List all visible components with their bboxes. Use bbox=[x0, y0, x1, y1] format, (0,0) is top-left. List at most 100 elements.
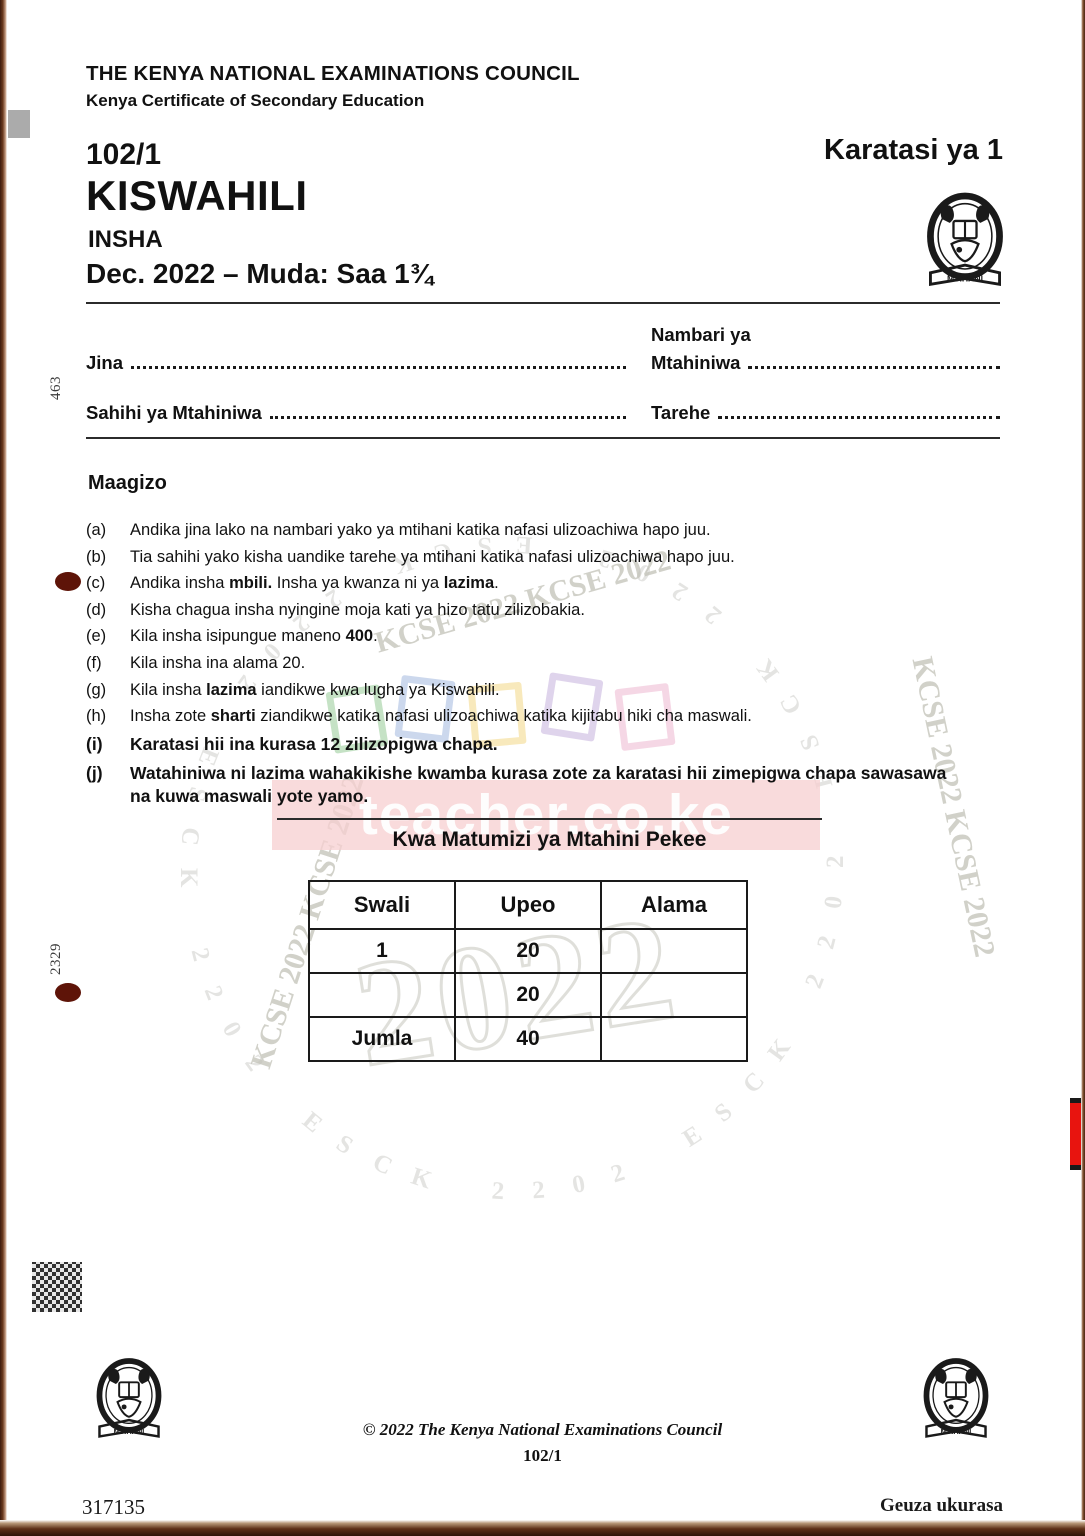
footer-turn-over: Geuza ukurasa bbox=[880, 1495, 1003, 1516]
instruction-text: Kila insha lazima iandikwe kwa lugha ya … bbox=[130, 680, 500, 699]
marks-table-row: 1 20 bbox=[308, 928, 748, 974]
watermark-ring-char: E bbox=[297, 1106, 328, 1139]
instruction-key: (f) bbox=[86, 654, 102, 673]
instruction-key: (d) bbox=[86, 600, 107, 619]
marks-table-header-cell: Alama bbox=[600, 880, 748, 930]
watermark-ring-char: E bbox=[678, 1120, 707, 1153]
watermark-ring-char: 0 bbox=[570, 1170, 588, 1200]
watermark-ring-char: 2 bbox=[239, 1050, 269, 1077]
instruction-text: Kisha chagua insha nyingine moja kati ya… bbox=[130, 600, 585, 619]
marks-table-cell: 40 bbox=[454, 1016, 602, 1062]
watermark-ring-char: C bbox=[737, 1067, 771, 1099]
marks-table-divider bbox=[277, 818, 822, 820]
instruction-key: (g) bbox=[86, 680, 107, 699]
marks-table-title: Kwa Matumizi ya Mtahini Pekee bbox=[392, 828, 707, 851]
paper-type-label: INSHA bbox=[88, 226, 163, 253]
paper-code: 102/1 bbox=[86, 138, 162, 171]
watermark-ring-char: K bbox=[762, 1034, 797, 1067]
paper-number-label: Karatasi ya 1 bbox=[824, 134, 1003, 166]
watermark-ring-char: C bbox=[368, 1148, 397, 1181]
instruction-key: (i) bbox=[86, 733, 103, 754]
watermark-ring-char: 2 bbox=[607, 1158, 629, 1189]
nambari-label-line2: Mtahiniwa bbox=[651, 352, 741, 373]
marks-table-body: 1 20 20 Jumla 40 bbox=[308, 928, 748, 1062]
marks-entry-cell[interactable] bbox=[600, 1016, 748, 1062]
red-page-tab bbox=[1070, 1098, 1081, 1170]
gray-registration-mark bbox=[8, 110, 30, 138]
sahihi-label: Sahihi ya Mtahiniwa bbox=[86, 402, 262, 423]
instruction-item: (h) Insha zote sharti ziandikwe katika na… bbox=[86, 706, 966, 727]
marks-table-row: Jumla 40 bbox=[308, 1016, 748, 1062]
knec-crest-icon-footer-left: MTIHANI bbox=[96, 1358, 162, 1438]
marks-entry-cell[interactable] bbox=[600, 928, 748, 974]
nambari-field[interactable]: Mtahiniwa bbox=[651, 352, 1000, 374]
instruction-key: (e) bbox=[86, 627, 107, 646]
margin-number-top: 463 bbox=[48, 376, 64, 400]
instruction-text: Kila insha ina alama 20. bbox=[130, 654, 306, 673]
marks-table-cell bbox=[308, 972, 456, 1018]
nambari-label-line1: Nambari ya bbox=[651, 324, 751, 345]
watermark-ring-char: 2 bbox=[800, 970, 830, 993]
instruction-item: (d) Kisha chagua insha nyingine moja kati… bbox=[86, 600, 966, 621]
instruction-text: Insha zote sharti ziandikwe katika nafas… bbox=[130, 707, 752, 726]
marks-table-cell: Jumla bbox=[308, 1016, 456, 1062]
marks-table-header-cell: Swali bbox=[308, 880, 456, 930]
binding-dot-lower bbox=[55, 983, 81, 1002]
council-name: THE KENYA NATIONAL EXAMINATIONS COUNCIL bbox=[86, 62, 580, 85]
tarehe-input-line[interactable] bbox=[718, 416, 1000, 419]
instruction-item: (c) Andika insha mbili. Insha ya kwanza n… bbox=[86, 573, 966, 594]
instruction-text: Tia sahihi yako kisha uandike tarehe ya … bbox=[130, 547, 735, 566]
svg-text:MTIHANI: MTIHANI bbox=[941, 1427, 972, 1436]
svg-text:MTIHANI: MTIHANI bbox=[947, 273, 983, 283]
knec-crest-icon: MTIHANI bbox=[927, 192, 1003, 287]
watermark-ring-char: 2 bbox=[490, 1177, 506, 1206]
subject-title: KISWAHILI bbox=[86, 172, 308, 219]
footer-copyright: © 2022 The Kenya National Examinations C… bbox=[362, 1420, 723, 1439]
sahihi-field[interactable]: Sahihi ya Mtahiniwa bbox=[86, 402, 626, 424]
svg-text:MTIHANI: MTIHANI bbox=[114, 1427, 145, 1436]
instruction-item: (j) Watahiniwa ni lazima wahakikishe kwam… bbox=[86, 762, 966, 807]
jina-input-line[interactable] bbox=[131, 366, 626, 369]
tarehe-label: Tarehe bbox=[651, 402, 711, 423]
scan-edge-left bbox=[0, 0, 7, 1520]
watermark-ring-char: S bbox=[331, 1129, 358, 1160]
sahihi-input-line[interactable] bbox=[269, 416, 626, 419]
header-divider-bottom bbox=[86, 437, 1000, 439]
scan-edge-right bbox=[1081, 0, 1085, 1525]
instruction-key: (a) bbox=[86, 521, 107, 539]
marks-entry-cell[interactable] bbox=[600, 972, 748, 1018]
instruction-item: (g) Kila insha lazima iandikwe kwa lugha … bbox=[86, 680, 966, 701]
instruction-item: (a) Andika jina lako na nambari yako ya m… bbox=[86, 520, 966, 541]
tarehe-field[interactable]: Tarehe bbox=[651, 402, 1000, 424]
watermark-ring-char: 0 bbox=[216, 1017, 247, 1042]
datamatrix-code bbox=[32, 1262, 82, 1312]
footer-paper-code: 102/1 bbox=[523, 1446, 562, 1465]
header-block: THE KENYA NATIONAL EXAMINATIONS COUNCIL … bbox=[86, 62, 580, 111]
knec-crest-icon-footer-right: MTIHANI bbox=[923, 1358, 989, 1438]
instruction-text: Andika jina lako na nambari yako ya mtih… bbox=[130, 521, 711, 539]
instruction-key: (b) bbox=[86, 547, 107, 566]
instructions-title: Maagizo bbox=[88, 472, 167, 494]
watermark-ring-char: S bbox=[709, 1097, 738, 1128]
watermark-ring-char: 2 bbox=[822, 855, 849, 869]
instruction-key: (j) bbox=[86, 763, 103, 784]
certificate-name: Kenya Certificate of Secondary Education bbox=[86, 91, 425, 110]
jina-field[interactable]: Jina bbox=[86, 352, 626, 374]
watermark-ring-char: 0 bbox=[819, 894, 848, 911]
instruction-item: (f) Kila insha ina alama 20. bbox=[86, 653, 966, 674]
nambari-input-line[interactable] bbox=[748, 366, 1000, 369]
marks-table-cell: 1 bbox=[308, 928, 456, 974]
marks-table-cell: 20 bbox=[454, 928, 602, 974]
instructions-list: (a) Andika jina lako na nambari yako ya m… bbox=[86, 520, 966, 814]
instruction-key: (c) bbox=[86, 574, 106, 593]
marks-table: Swali Upeo Alama 1 20 20 Jumla 40 bbox=[308, 880, 748, 1062]
instruction-item: (i) Karatasi hii ina kurasa 12 zilizopigw… bbox=[86, 733, 966, 755]
marks-table-row: 20 bbox=[308, 972, 748, 1018]
watermark-ring-char: C bbox=[175, 825, 205, 848]
watermark-ring-char: 2 bbox=[198, 982, 229, 1004]
header-divider-top bbox=[86, 302, 1000, 304]
instruction-key: (h) bbox=[86, 707, 107, 726]
margin-number-bottom: 2329 bbox=[48, 943, 64, 975]
watermark-ring-char: 2 bbox=[185, 945, 215, 964]
